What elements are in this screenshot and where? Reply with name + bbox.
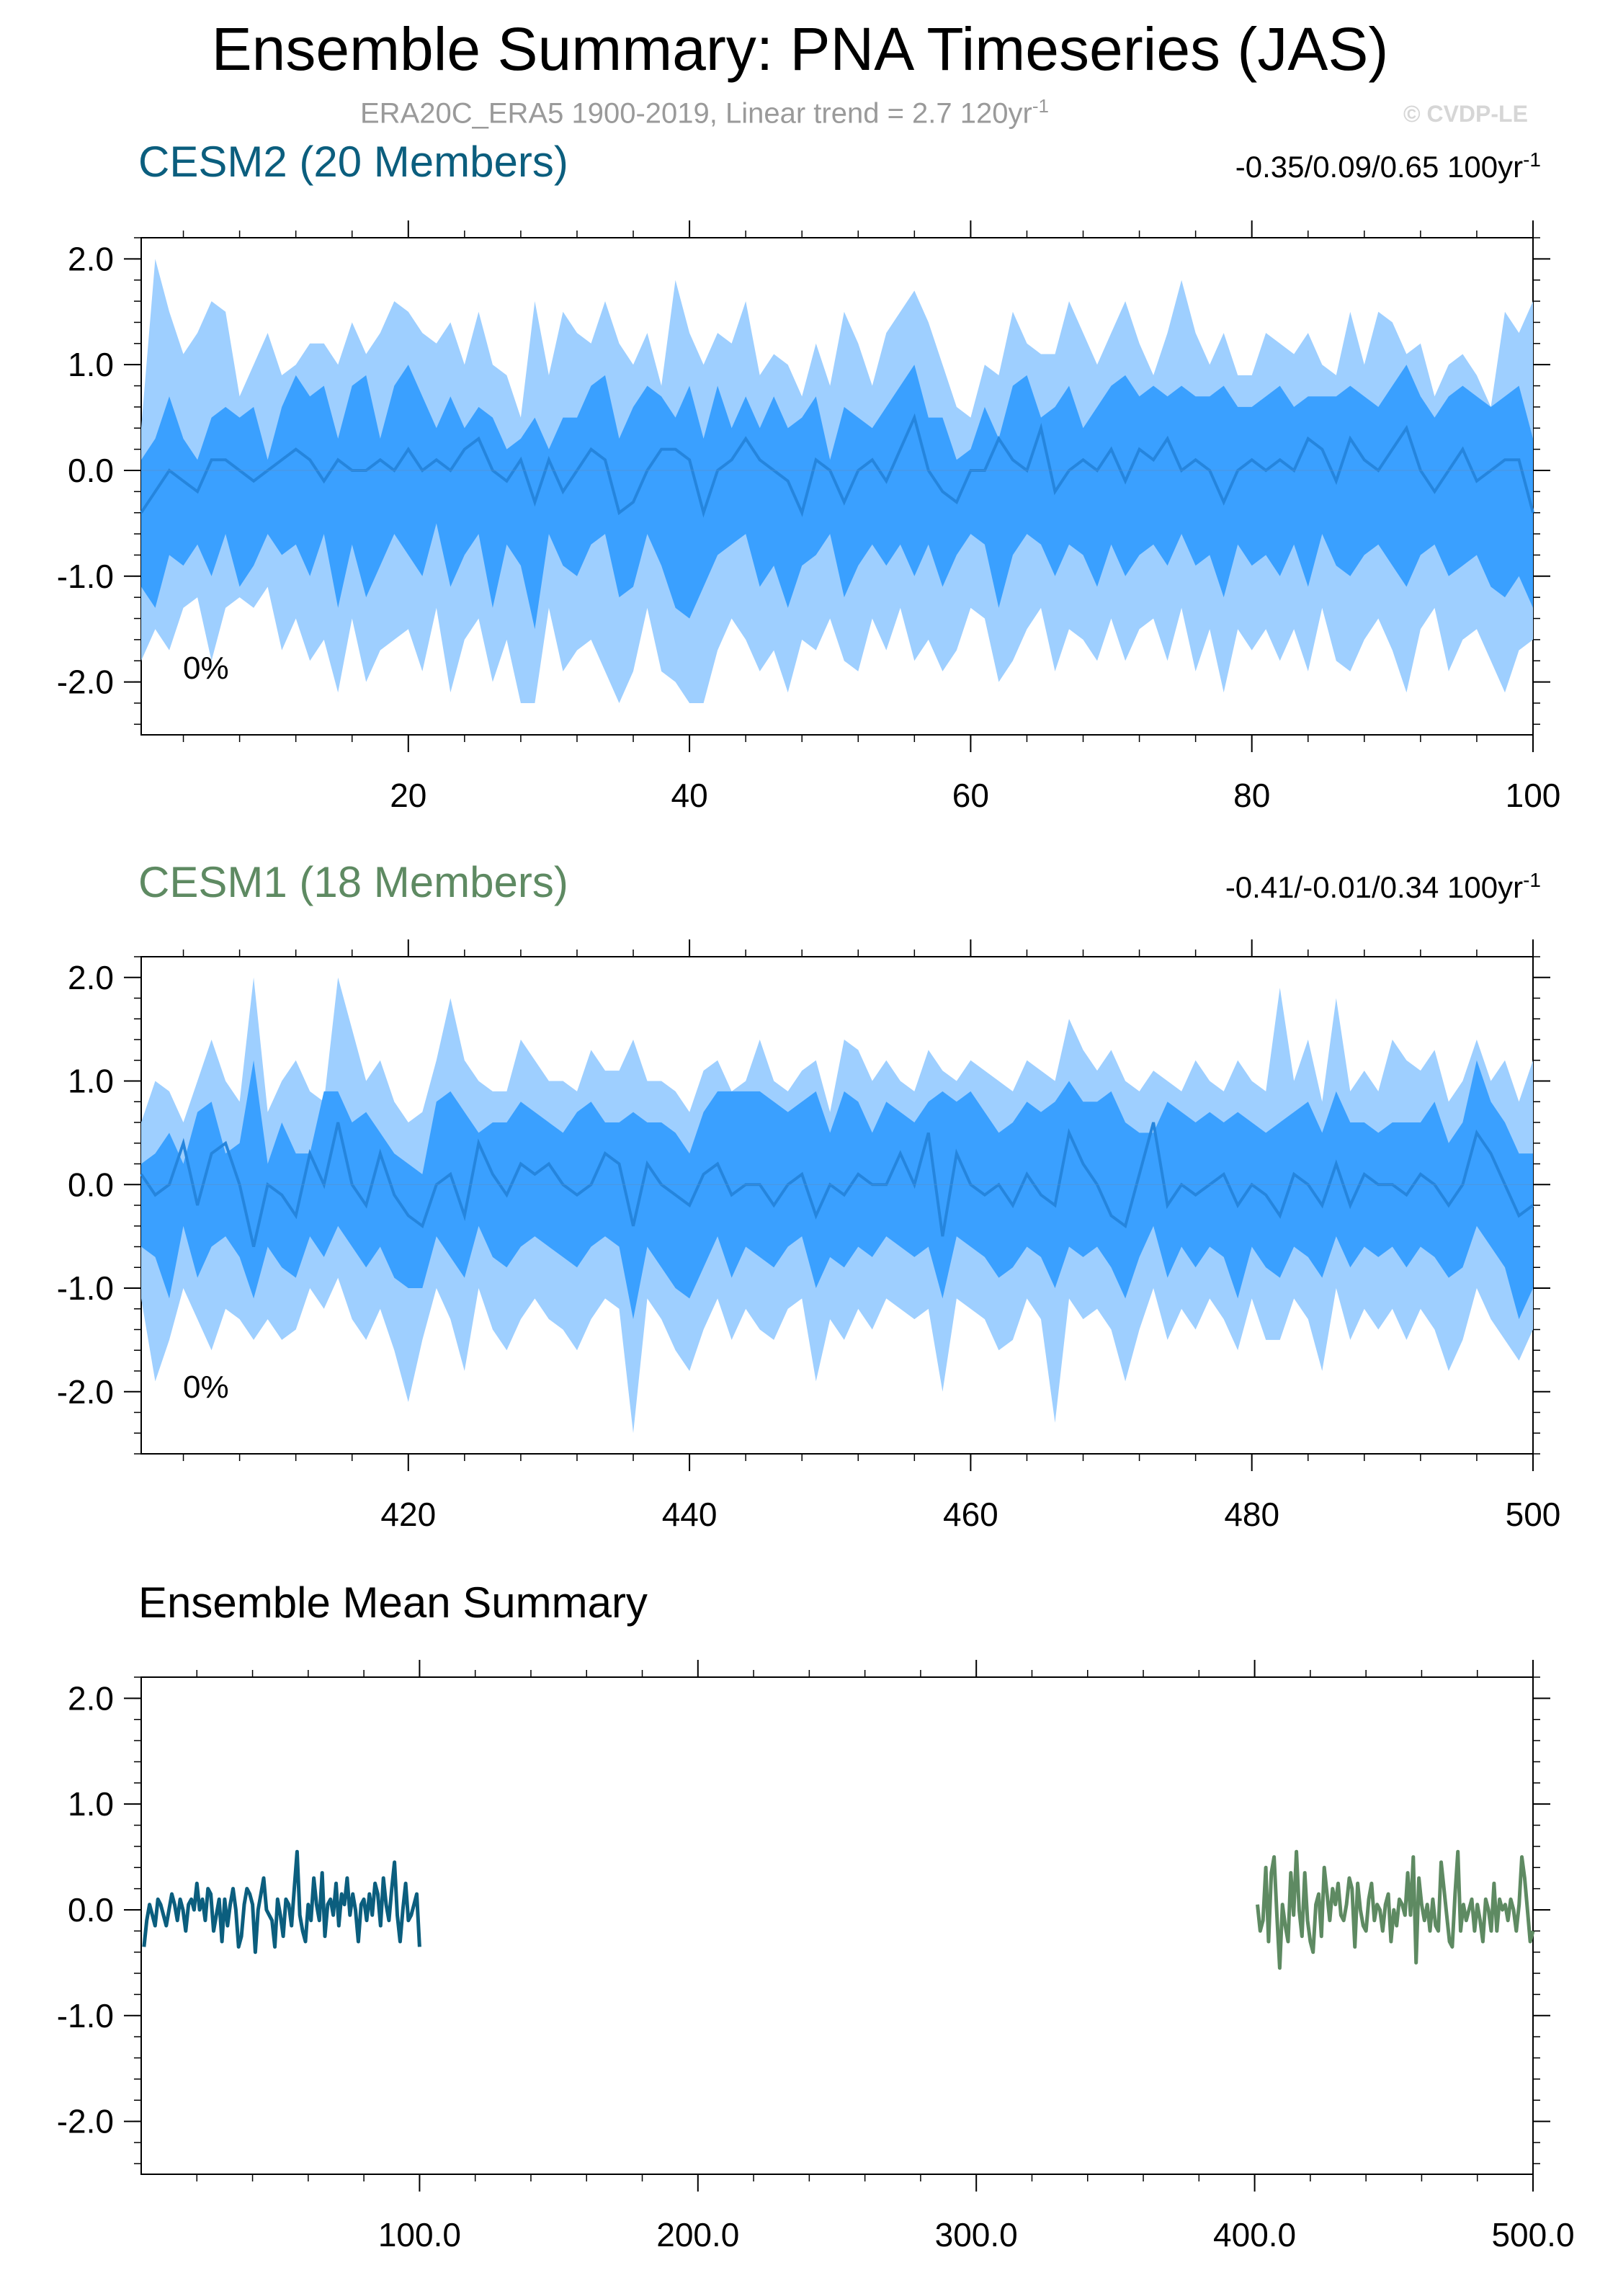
x-tick-label: 60	[952, 777, 989, 814]
x-tick-label: 500	[1506, 1496, 1561, 1533]
y-tick-label: -1.0	[57, 1997, 114, 2034]
cesm2-trend-text: -0.35/0.09/0.65 100yr	[1235, 150, 1524, 184]
x-tick-label: 80	[1233, 777, 1270, 814]
cesm1-trend-sup: -1	[1523, 869, 1541, 891]
x-tick-label: 400.0	[1213, 2216, 1296, 2253]
page-title: Ensemble Summary: PNA Timeseries (JAS)	[211, 15, 1389, 83]
x-tick-label: 460	[943, 1496, 998, 1533]
y-tick-label: 1.0	[68, 1785, 114, 1823]
cesm1-panel-title: CESM1 (18 Members)	[138, 858, 568, 906]
y-tick-label: 0.0	[68, 1891, 114, 1929]
y-tick-label: 0.0	[68, 1166, 114, 1203]
x-tick-label: 200.0	[656, 2216, 739, 2253]
x-tick-label: 420	[380, 1496, 436, 1533]
cesm2-panel-title: CESM2 (20 Members)	[138, 138, 568, 186]
cesm1-ensemble-mean-line	[1256, 1849, 1535, 1970]
panel-2-percent-label: 0%	[183, 1370, 229, 1405]
y-tick-label: -1.0	[57, 1269, 114, 1307]
y-tick-label: 1.0	[68, 1063, 114, 1100]
y-tick-label: 0.0	[68, 452, 114, 489]
y-tick-label: -2.0	[57, 2103, 114, 2140]
y-tick-label: 1.0	[68, 346, 114, 383]
x-tick-label: 500.0	[1491, 2216, 1574, 2253]
ensemble-mean-panel-title: Ensemble Mean Summary	[138, 1578, 648, 1627]
panel-3-axes: 2.0 1.0 0.0 -1.0 -2.0 100.0 200.0 300.0 400.0 500…	[57, 1660, 1575, 2253]
credit: © CVDP-LE	[1403, 101, 1528, 127]
cesm2-trend-sup: -1	[1523, 148, 1541, 171]
panel-1-interquartile-band	[141, 365, 1533, 630]
y-tick-label: -1.0	[57, 558, 114, 595]
y-tick-label: 2.0	[68, 959, 114, 996]
y-tick-label: 2.0	[68, 240, 114, 277]
x-tick-label: 40	[671, 777, 708, 814]
cesm1-trend-text: -0.41/-0.01/0.34 100yr	[1225, 870, 1524, 904]
x-tick-label: 100.0	[378, 2216, 461, 2253]
panel-1-percent-label: 0%	[183, 651, 229, 686]
x-tick-label: 440	[662, 1496, 718, 1533]
panel-1-median-line	[140, 413, 1534, 518]
y-tick-label: 2.0	[68, 1679, 114, 1717]
x-tick-label: 100	[1506, 777, 1561, 814]
plot-frame	[140, 1676, 1534, 2175]
panel-2-median-line	[140, 1122, 1534, 1247]
y-tick-label: -2.0	[57, 1373, 114, 1411]
subtitle-sup: -1	[1032, 95, 1049, 117]
x-tick-label: 20	[390, 777, 426, 814]
panel-1-axes: 2.0 1.0 0.0 -1.0 -2.0 20 40 60 80 100	[57, 220, 1561, 814]
x-tick-label: 480	[1224, 1496, 1279, 1533]
subtitle: ERA20C_ERA5 1900-2019, Linear trend = 2.…	[360, 95, 1049, 130]
y-tick-label: -2.0	[57, 664, 114, 701]
subtitle-text: ERA20C_ERA5 1900-2019, Linear trend = 2.…	[360, 97, 1032, 130]
cesm2-ensemble-mean-line	[142, 1849, 421, 1955]
cesm2-trend: -0.35/0.09/0.65 100yr-1	[1235, 148, 1541, 184]
x-tick-label: 300.0	[935, 2216, 1018, 2253]
cesm1-trend: -0.41/-0.01/0.34 100yr-1	[1225, 869, 1541, 905]
